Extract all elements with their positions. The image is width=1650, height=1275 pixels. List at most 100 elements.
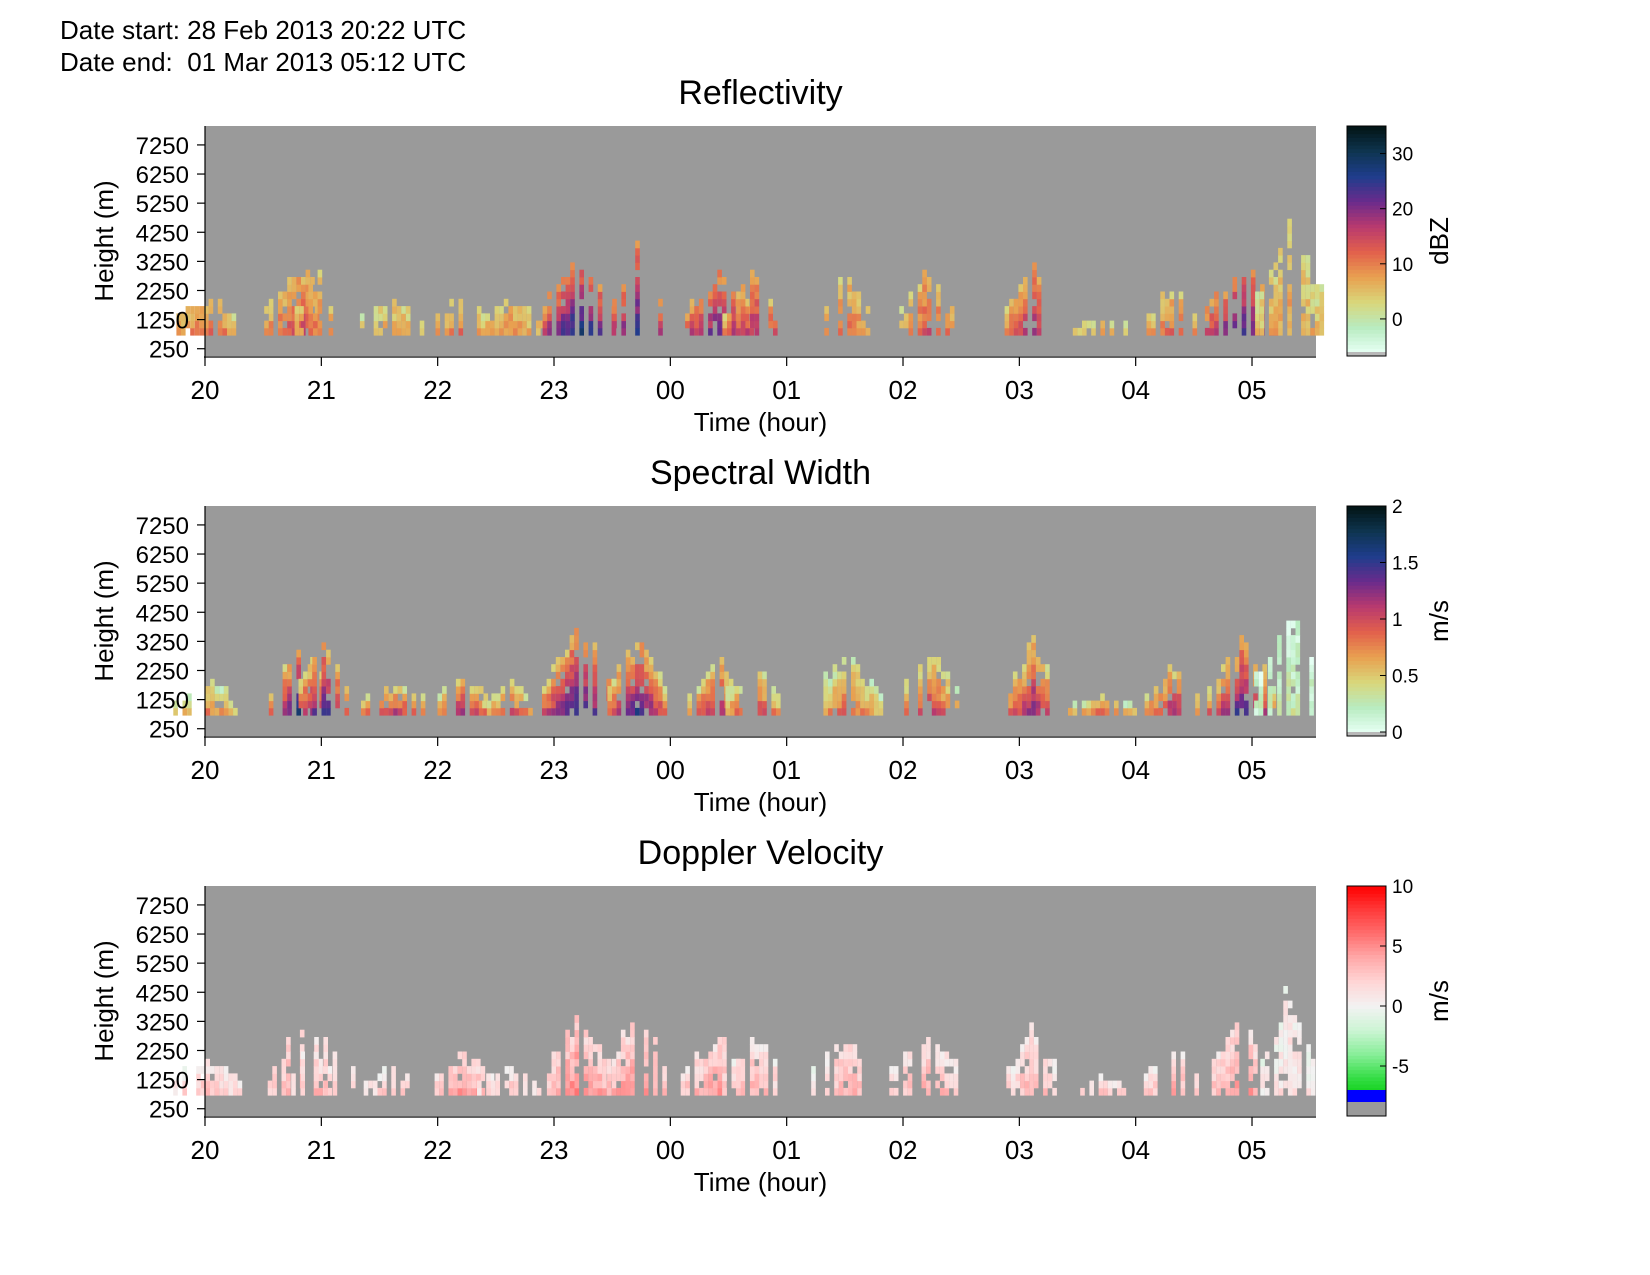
heatmap-cell — [921, 1073, 927, 1082]
colorbar-segment — [1347, 521, 1386, 526]
heatmap-cell — [1277, 635, 1282, 643]
heatmap-cell — [926, 306, 932, 314]
heatmap-cell — [574, 1022, 580, 1031]
heatmap-cell — [556, 284, 561, 292]
heatmap-cell — [1310, 1066, 1316, 1074]
heatmap-cell — [1047, 1073, 1053, 1082]
heatmap-cell — [439, 1080, 444, 1089]
heatmap-cell — [1297, 1029, 1302, 1038]
heatmap-cell — [1169, 306, 1175, 314]
heatmap-cell — [219, 1080, 224, 1089]
heatmap-cell — [449, 313, 454, 322]
heatmap-cell — [698, 320, 704, 329]
heatmap-cell — [570, 291, 575, 300]
heatmap-cell — [851, 678, 856, 687]
heatmap-cell — [565, 1087, 570, 1096]
heatmap-cell — [1204, 306, 1210, 314]
heatmap-cell — [300, 1051, 305, 1060]
heatmap-cell — [1207, 693, 1212, 702]
heatmap-cell — [754, 277, 760, 285]
heatmap-cell — [653, 700, 658, 709]
heatmap-cell — [1244, 686, 1249, 694]
heatmap-cell — [1089, 1080, 1094, 1089]
heatmap-cell — [841, 686, 847, 694]
heatmap-cell — [1306, 1073, 1311, 1082]
heatmap-cell — [560, 693, 565, 702]
heatmap-cell — [722, 1066, 727, 1074]
heatmap-cell — [351, 1073, 356, 1082]
colorbar-segment — [1347, 713, 1386, 718]
heatmap-cell — [1100, 700, 1105, 709]
heatmap-cell — [291, 320, 297, 329]
colorbar-label: dBZ — [1424, 217, 1454, 265]
heatmap-cell — [335, 664, 340, 672]
heatmap-cell — [565, 284, 571, 292]
heatmap-cell — [547, 327, 552, 336]
heatmap-cell — [843, 1087, 848, 1096]
heatmap-cell — [391, 1087, 396, 1096]
colorbar-segment — [1347, 720, 1386, 726]
heatmap-cell — [722, 1073, 727, 1082]
heatmap-cell — [874, 693, 879, 702]
heatmap-cell — [402, 686, 407, 694]
heatmap-cell — [1241, 313, 1247, 322]
heatmap-cell — [740, 327, 746, 336]
heatmap-cell — [926, 327, 932, 336]
heatmap-cell — [1040, 700, 1046, 709]
heatmap-cell — [1274, 1037, 1279, 1045]
heatmap-cell — [592, 686, 598, 694]
heatmap-cell — [500, 693, 506, 702]
heatmap-cell — [1169, 320, 1175, 329]
heatmap-cell — [918, 700, 923, 709]
heatmap-cell — [173, 1080, 178, 1089]
x-tick-label: 04 — [1121, 375, 1150, 405]
heatmap-cell — [199, 327, 204, 336]
heatmap-cell — [1045, 686, 1050, 694]
heatmap-cell — [592, 649, 598, 658]
heatmap-cell — [1158, 693, 1163, 702]
heatmap-cell — [327, 1066, 333, 1074]
heatmap-cell — [287, 291, 292, 300]
heatmap-cell — [616, 1066, 621, 1074]
heatmap-cell — [200, 1066, 206, 1074]
heatmap-cell — [1045, 664, 1050, 672]
heatmap-cell — [848, 1087, 853, 1096]
heatmap-cell — [719, 678, 725, 687]
heatmap-cell — [1204, 313, 1210, 322]
heatmap-cell — [771, 707, 776, 716]
panel-spectral-width: Spectral Width25012502250325042505250625… — [89, 454, 1454, 817]
heatmap-cell — [1225, 1073, 1231, 1082]
colorbar-tick-label: 0.5 — [1392, 667, 1418, 688]
heatmap-cell — [1230, 1051, 1235, 1060]
heatmap-cell — [848, 1058, 853, 1067]
heatmap-cell — [1107, 1080, 1113, 1089]
heatmap-cell — [542, 320, 548, 329]
colorbar-segment — [1347, 250, 1386, 255]
heatmap-cell — [838, 1066, 844, 1074]
heatmap-cell — [312, 693, 317, 702]
heatmap-cell — [1278, 298, 1283, 307]
heatmap-cell — [272, 1073, 277, 1082]
heatmap-cell — [620, 1080, 626, 1089]
colorbar-segment — [1347, 932, 1386, 937]
heatmap-cell — [1117, 1087, 1122, 1096]
heatmap-cell — [565, 1058, 570, 1067]
heatmap-cell — [954, 686, 960, 694]
heatmap-cell — [522, 320, 527, 329]
heatmap-cell — [449, 298, 454, 307]
heatmap-cell — [199, 320, 204, 329]
heatmap-cell — [1017, 693, 1023, 702]
heatmap-cell — [480, 1066, 486, 1074]
heatmap-cell — [838, 277, 843, 285]
heatmap-cell — [190, 327, 195, 336]
heatmap-cell — [1153, 707, 1159, 716]
heatmap-cell — [305, 284, 311, 292]
heatmap-cell — [1225, 1058, 1231, 1067]
heatmap-cell — [1287, 1073, 1293, 1082]
heatmap-cell — [228, 1080, 233, 1089]
heatmap-cell — [1301, 284, 1306, 292]
heatmap-cell — [233, 1073, 238, 1082]
heatmap-cell — [307, 700, 313, 709]
heatmap-cell — [1287, 1080, 1293, 1089]
heatmap-cell — [1144, 693, 1150, 702]
